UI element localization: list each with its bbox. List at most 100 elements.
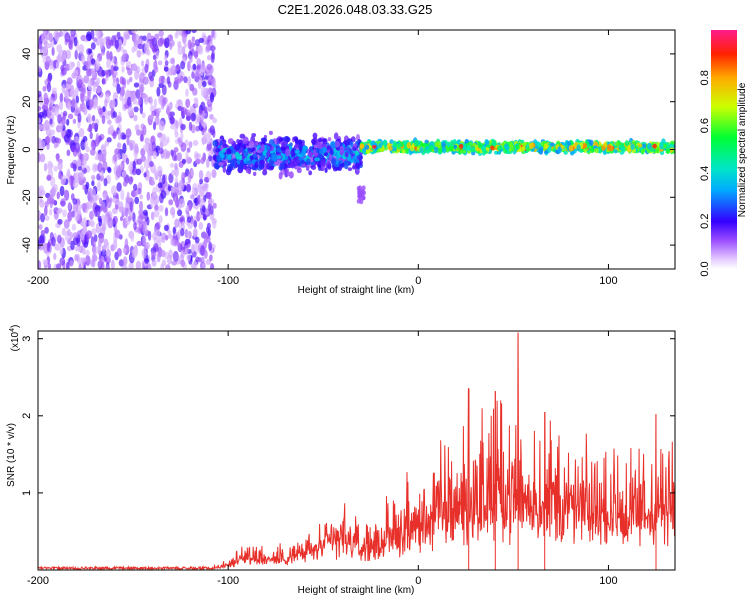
spectrogram-point: [91, 115, 96, 122]
spectrogram-point: [180, 132, 184, 141]
spectrogram-point: [66, 149, 71, 157]
spectrogram-point: [189, 55, 193, 63]
spectrogram-point: [211, 169, 217, 179]
spectrogram-point: [260, 155, 265, 161]
x-tick-label: 0: [415, 575, 421, 587]
spectrogram-point: [192, 140, 199, 146]
spectrogram-point: [630, 143, 635, 150]
spectrogram-point: [104, 69, 110, 75]
x-tick-label: -200: [27, 275, 49, 287]
spectrogram-point: [161, 97, 167, 107]
spectrogram-point: [624, 140, 630, 147]
spectrogram-point: [147, 263, 152, 269]
spectrogram-point: [176, 152, 183, 162]
spectrogram-point: [122, 180, 128, 187]
spectrogram-point: [124, 238, 129, 250]
spectrogram-point: [472, 142, 477, 147]
spectrogram-point: [515, 145, 520, 150]
spectrogram-point: [585, 141, 590, 146]
spectrogram-point: [59, 257, 66, 266]
spectrogram-point: [266, 151, 271, 158]
spectrogram-point: [77, 79, 83, 88]
spectrogram-point: [529, 143, 534, 150]
spectrogram-point: [144, 241, 150, 250]
spectrogram-point: [38, 117, 41, 124]
colorbar-tick-label: 0.8: [699, 70, 711, 85]
spectrogram-point: [318, 149, 323, 155]
spectrogram-point: [179, 216, 184, 223]
spectrogram-point: [92, 84, 96, 92]
spectrogram-point: [193, 187, 198, 197]
spectrogram-point: [300, 151, 305, 156]
spectrogram-point: [87, 127, 93, 133]
spectrogram-point: [563, 150, 568, 155]
spectrogram-point: [93, 37, 98, 43]
colorbar-tick-label: 0.4: [699, 166, 711, 181]
spectrogram-point: [196, 194, 201, 205]
spectrogram-point: [39, 153, 46, 163]
spectrogram-point: [127, 96, 132, 107]
spectrogram-point: [180, 228, 185, 237]
spectrogram-point: [164, 60, 169, 66]
spectrogram-point: [186, 216, 192, 223]
spectrogram-point: [158, 82, 164, 89]
spectrogram-point: [316, 142, 323, 149]
spectrogram-point: [576, 144, 581, 152]
spectrogram-point: [112, 207, 117, 214]
spectrogram-point: [101, 223, 107, 232]
spectrogram-point: [324, 167, 328, 173]
spectrogram-point: [64, 90, 70, 99]
spectrogram-point: [153, 243, 159, 252]
spectrogram-marks: [38, 30, 675, 269]
spectrogram-point: [200, 157, 205, 165]
spectrogram-point: [194, 50, 199, 59]
spectrogram-point: [86, 31, 92, 41]
spectrogram-point: [165, 265, 170, 269]
spectrogram-point: [109, 51, 113, 62]
spectrogram-point: [126, 191, 130, 203]
spectrogram-point: [48, 195, 54, 204]
spectrogram-point: [308, 170, 313, 176]
spectrogram-point: [153, 209, 160, 218]
spectrogram-point: [126, 90, 132, 97]
spectrogram-point: [154, 65, 159, 73]
spectrogram-point: [349, 141, 354, 148]
spectrogram-point: [38, 96, 44, 106]
spectrogram-point: [112, 111, 117, 118]
spectrogram-point: [236, 154, 243, 160]
spectrogram-point: [508, 142, 514, 150]
spectrogram-point: [247, 147, 252, 152]
spectrogram-point: [184, 248, 189, 254]
spectrogram-point: [210, 263, 215, 269]
spectrogram-point: [81, 203, 88, 211]
spectrogram-point: [73, 136, 80, 144]
spectrogram-point: [117, 129, 122, 141]
spectrogram-point: [186, 254, 192, 262]
colorbar-tick-label: 0.0: [699, 261, 711, 276]
spectrogram-point: [193, 261, 198, 269]
spectrogram-point: [133, 183, 138, 191]
spectrogram-point: [158, 75, 164, 85]
spectrogram-point: [60, 179, 66, 185]
snr-y-scale-suffix: ): [10, 325, 21, 328]
spectrogram-point: [177, 45, 184, 56]
spectrogram-point: [143, 159, 150, 170]
spectrogram-point: [344, 152, 349, 158]
spectrogram-point: [67, 201, 72, 211]
spectrogram-point: [127, 215, 132, 222]
spectrogram-point: [41, 123, 48, 131]
chart-title: C2E1.2026.048.03.33.G25: [278, 2, 433, 17]
spectrogram-point: [242, 143, 247, 150]
spectrogram-point: [152, 186, 157, 198]
spectrogram-point: [148, 142, 153, 152]
spectrogram-point: [58, 30, 63, 37]
spectrogram-point: [56, 263, 62, 269]
spectrogram-point: [59, 123, 63, 133]
spectrogram-point: [83, 75, 90, 84]
spectrogram-point: [193, 228, 198, 238]
spectrogram-point: [160, 249, 166, 258]
spectrogram-point: [215, 147, 221, 153]
spectrogram-point: [142, 35, 147, 42]
spectrogram-point: [296, 167, 302, 174]
spectrogram-point: [192, 63, 197, 71]
